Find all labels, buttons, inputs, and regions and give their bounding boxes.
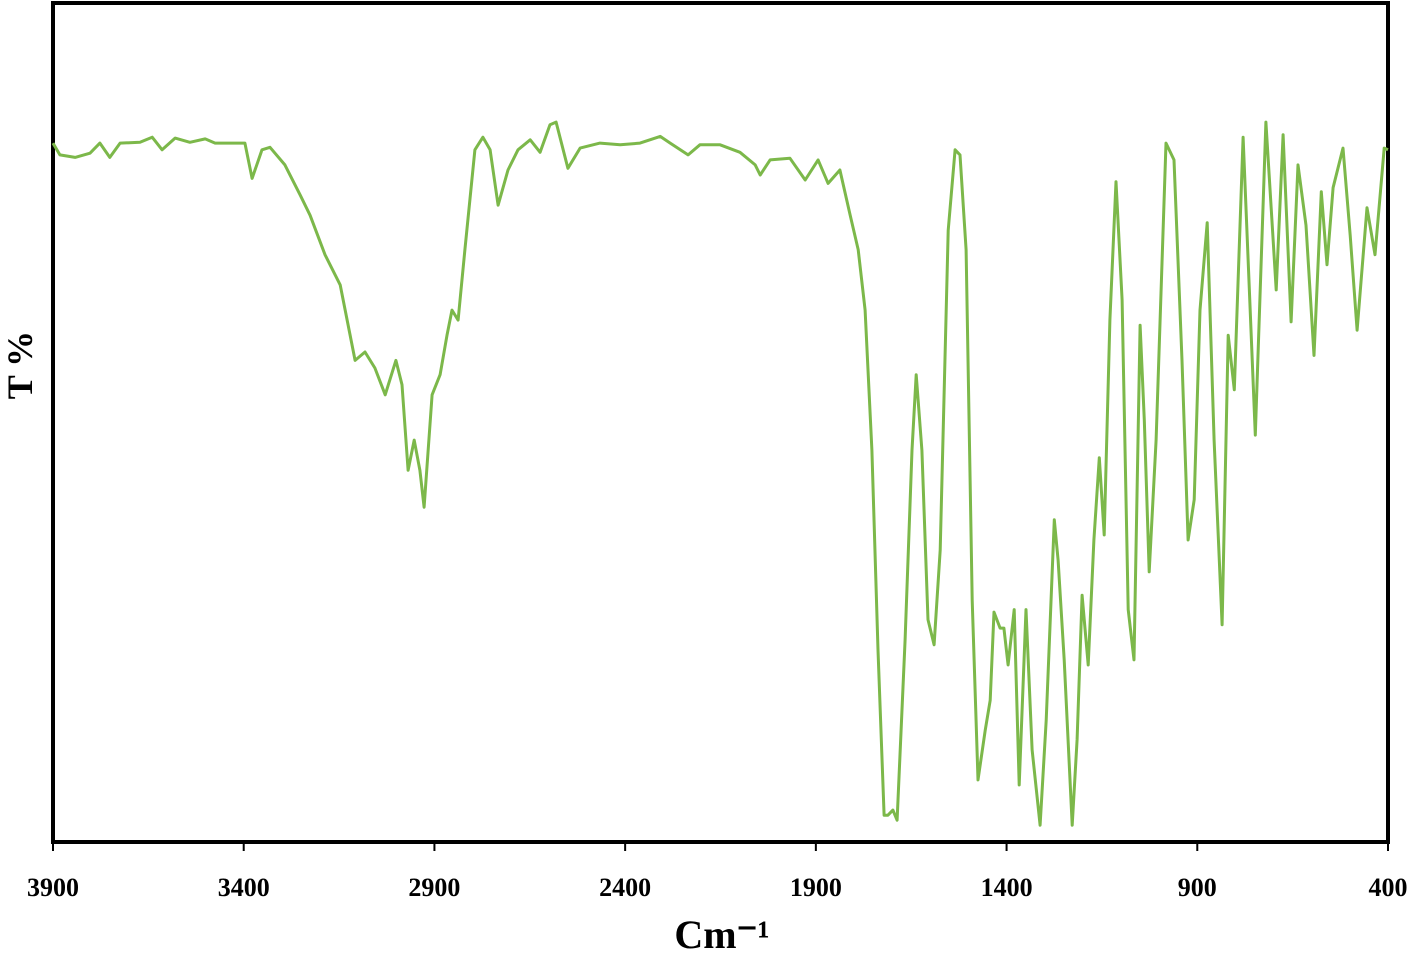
x-tick-label: 3900 (27, 873, 79, 902)
x-tick-label: 400 (1369, 873, 1408, 902)
x-tick-label: 1400 (981, 873, 1033, 902)
x-tick-label: 3400 (218, 873, 270, 902)
spectrum-line (51, 120, 1389, 827)
y-axis-label: T % (0, 331, 40, 399)
x-tick-label: 900 (1178, 873, 1217, 902)
plot-frame (51, 1, 1390, 844)
x-tick-label: 1900 (790, 873, 842, 902)
x-tick-label: 2400 (599, 873, 651, 902)
x-tick-label: 2900 (408, 873, 460, 902)
x-axis-label: Cm⁻¹ (674, 912, 769, 955)
